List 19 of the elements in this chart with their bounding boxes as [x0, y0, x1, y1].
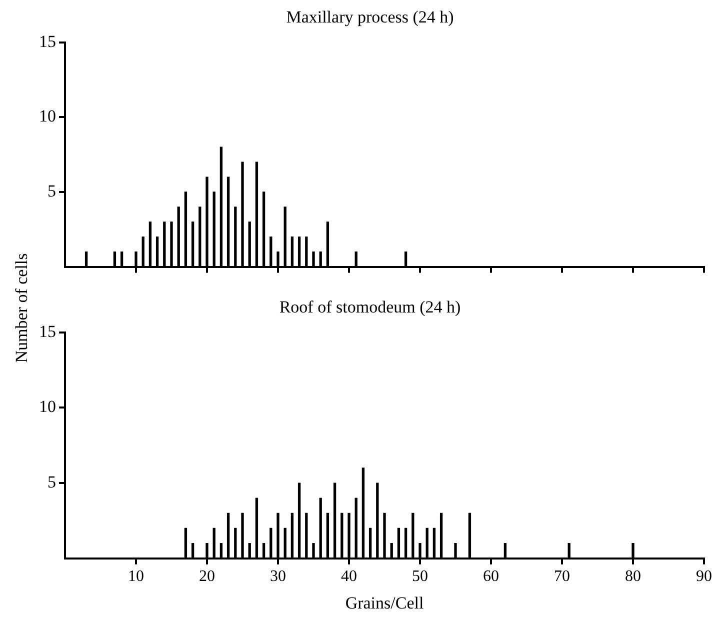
x-tick-label: 60	[483, 568, 499, 586]
x-tick-label: 40	[341, 568, 357, 586]
y-tick-label: 10	[39, 397, 56, 416]
y-tick-label: 10	[39, 106, 56, 126]
chart-title: Roof of stomodeum (24 h)	[279, 298, 461, 317]
x-tick-label: 30	[270, 568, 286, 586]
x-tick-label: 70	[554, 568, 570, 586]
y-tick-label: 5	[48, 472, 56, 492]
x-tick-label: 20	[199, 568, 215, 586]
y-tick-label: 15	[39, 322, 56, 341]
y-tick-label: 5	[48, 181, 56, 200]
x-tick-label: 50	[412, 568, 428, 586]
chart-title: Maxillary process (24 h)	[286, 8, 454, 27]
x-axis-title: Grains/Cell	[345, 593, 424, 612]
y-axis-title: Number of cells	[12, 253, 32, 363]
x-tick-label: 90	[696, 568, 712, 586]
y-tick-label: 15	[39, 32, 56, 51]
x-tick-label: 80	[625, 568, 641, 586]
x-tick-label: 10	[128, 568, 144, 586]
